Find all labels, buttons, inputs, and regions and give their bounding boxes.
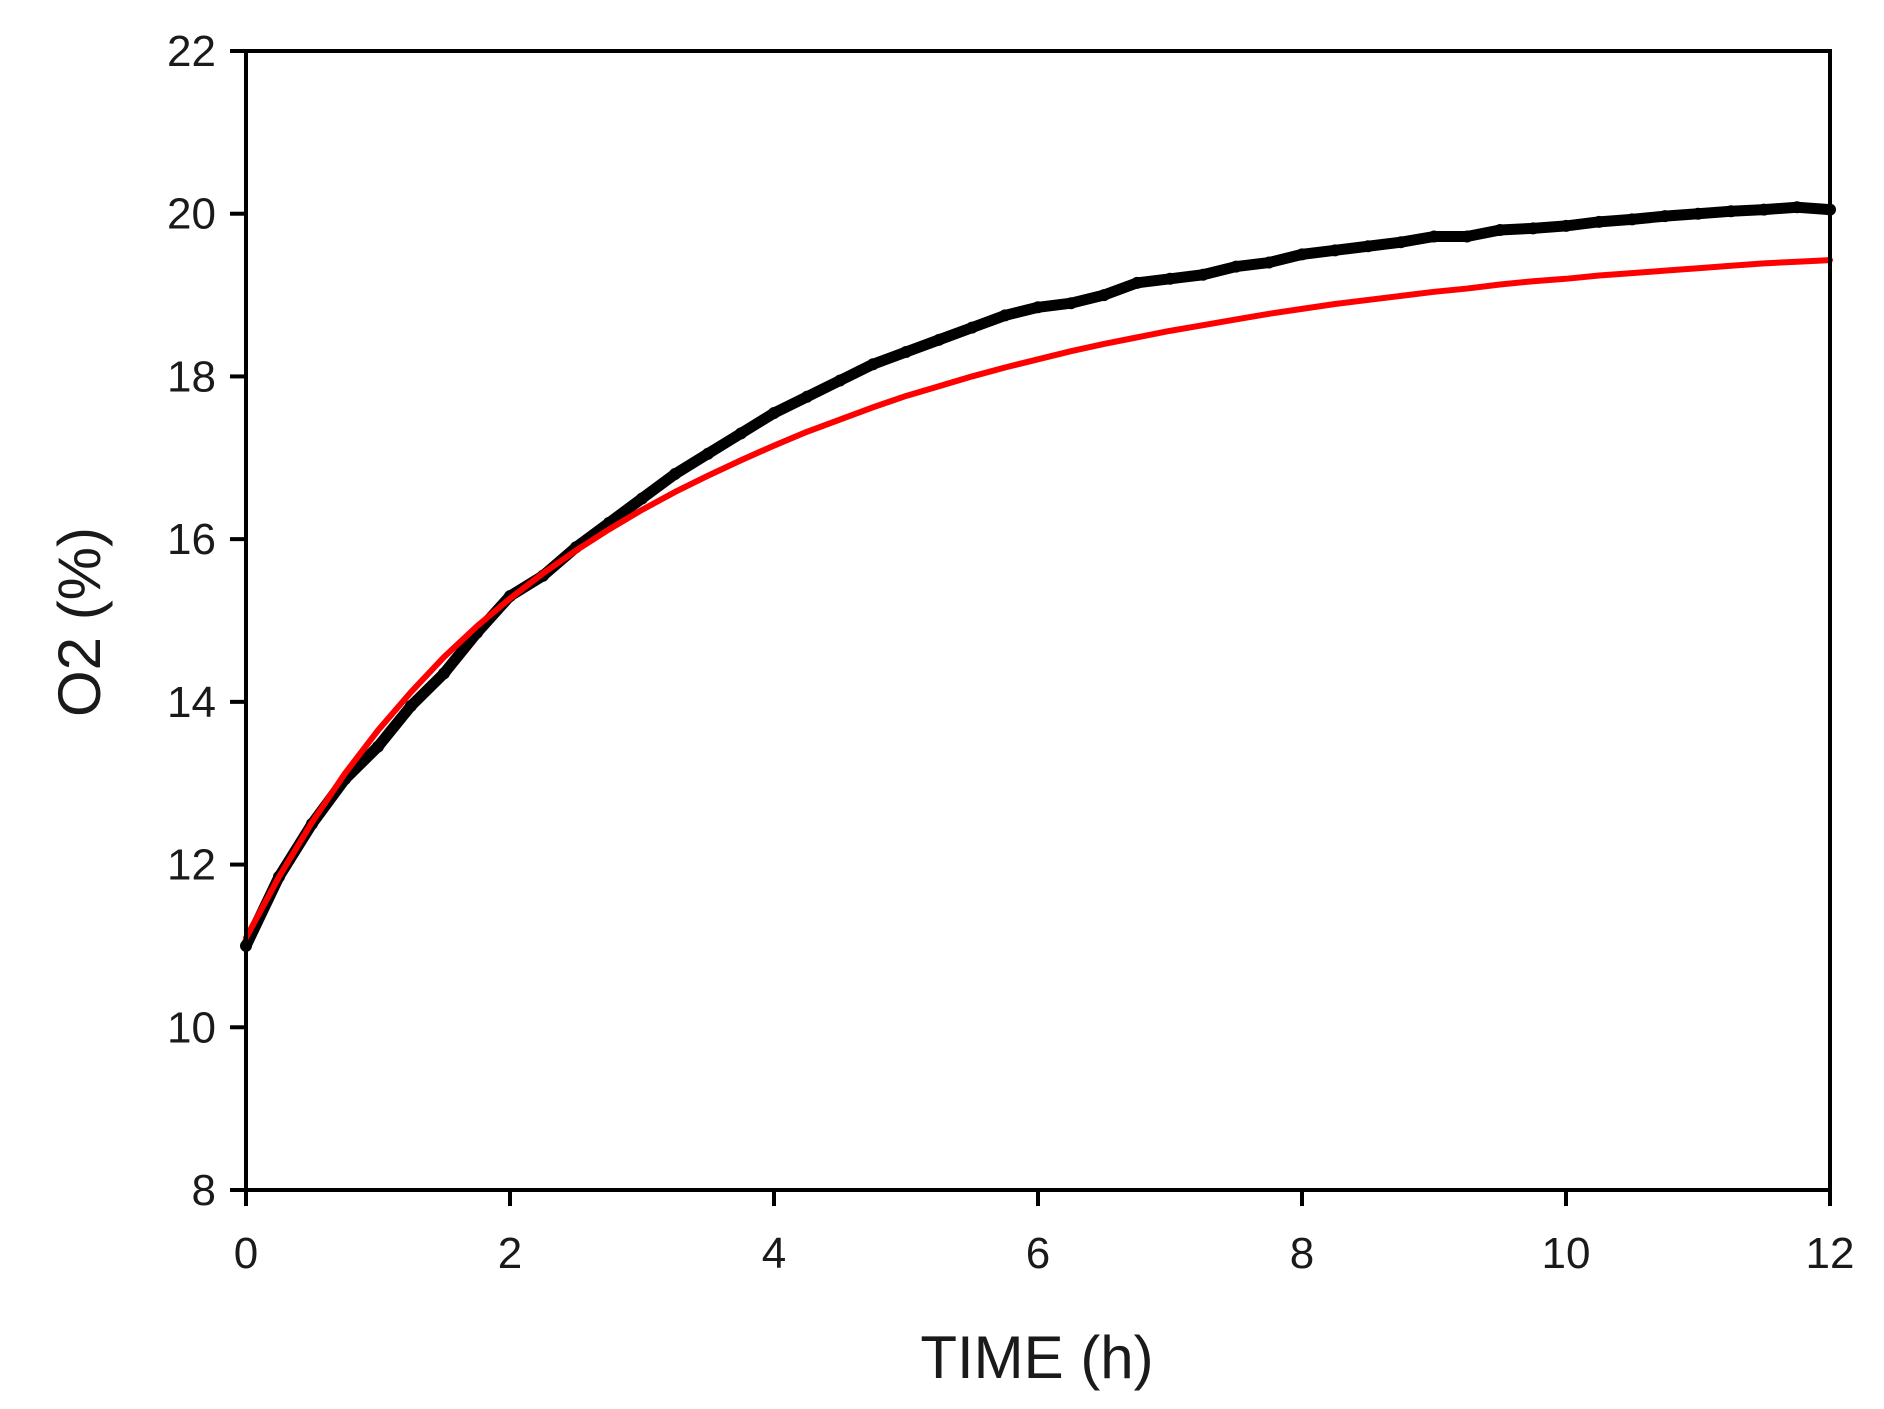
data-point	[1164, 272, 1176, 285]
x-tick-label: 6	[1026, 1229, 1050, 1278]
y-tick-label: 20	[167, 190, 216, 239]
x-tick-label: 0	[234, 1229, 258, 1278]
data-point	[867, 358, 879, 371]
data-point	[1329, 244, 1341, 257]
y-axis-title: O2 (%)	[46, 527, 113, 717]
data-point	[900, 346, 912, 359]
x-tick-label: 8	[1290, 1229, 1314, 1278]
data-point	[372, 740, 384, 753]
data-point	[801, 390, 813, 403]
data-point	[1032, 301, 1044, 314]
data-point	[1428, 230, 1440, 243]
data-point	[1197, 268, 1209, 281]
x-tick-label: 10	[1542, 1229, 1591, 1278]
data-point	[933, 333, 945, 346]
data-point	[1626, 213, 1638, 226]
data-point	[636, 492, 648, 505]
series-measured-trace	[240, 201, 1836, 952]
data-point	[1725, 205, 1737, 218]
data-point	[1296, 248, 1308, 261]
data-point	[1263, 256, 1275, 269]
data-point	[1494, 223, 1506, 236]
data-point	[438, 667, 450, 680]
y-tick-label: 8	[192, 1166, 216, 1215]
data-point	[1692, 207, 1704, 220]
y-tick-label: 22	[167, 27, 216, 76]
x-axis-title: TIME (h)	[920, 1324, 1153, 1391]
data-point	[1362, 240, 1374, 253]
data-point	[1230, 260, 1242, 273]
data-point	[1098, 289, 1110, 302]
data-point	[1593, 215, 1605, 228]
x-tick-label: 12	[1806, 1229, 1855, 1278]
data-point	[1131, 276, 1143, 289]
y-tick-label: 14	[167, 678, 216, 727]
data-point	[1461, 230, 1473, 243]
data-point	[999, 309, 1011, 322]
axis-layer: 0 2 4 6 8 10 12 8 10 12 14 16 18 20 22	[167, 27, 1854, 1278]
y-tick-label: 12	[167, 841, 216, 890]
y-tick-label: 16	[167, 515, 216, 564]
y-tick-label: 10	[167, 1003, 216, 1052]
data-point	[966, 321, 978, 334]
data-point	[1395, 236, 1407, 249]
data-point	[1791, 201, 1803, 214]
data-point	[768, 407, 780, 420]
y-tick-label: 18	[167, 352, 216, 401]
data-point	[735, 427, 747, 440]
data-point	[405, 699, 417, 712]
data-point	[834, 374, 846, 387]
data-point	[702, 447, 714, 460]
plot-layer	[240, 201, 1836, 952]
data-point	[1758, 203, 1770, 216]
data-point	[1560, 219, 1572, 232]
data-point	[1065, 297, 1077, 310]
x-tick-label: 4	[762, 1229, 786, 1278]
x-tick-label: 2	[498, 1229, 522, 1278]
series-fit-line	[243, 257, 1833, 941]
data-point	[1527, 222, 1539, 235]
data-point	[1659, 210, 1671, 223]
data-point	[669, 468, 681, 481]
